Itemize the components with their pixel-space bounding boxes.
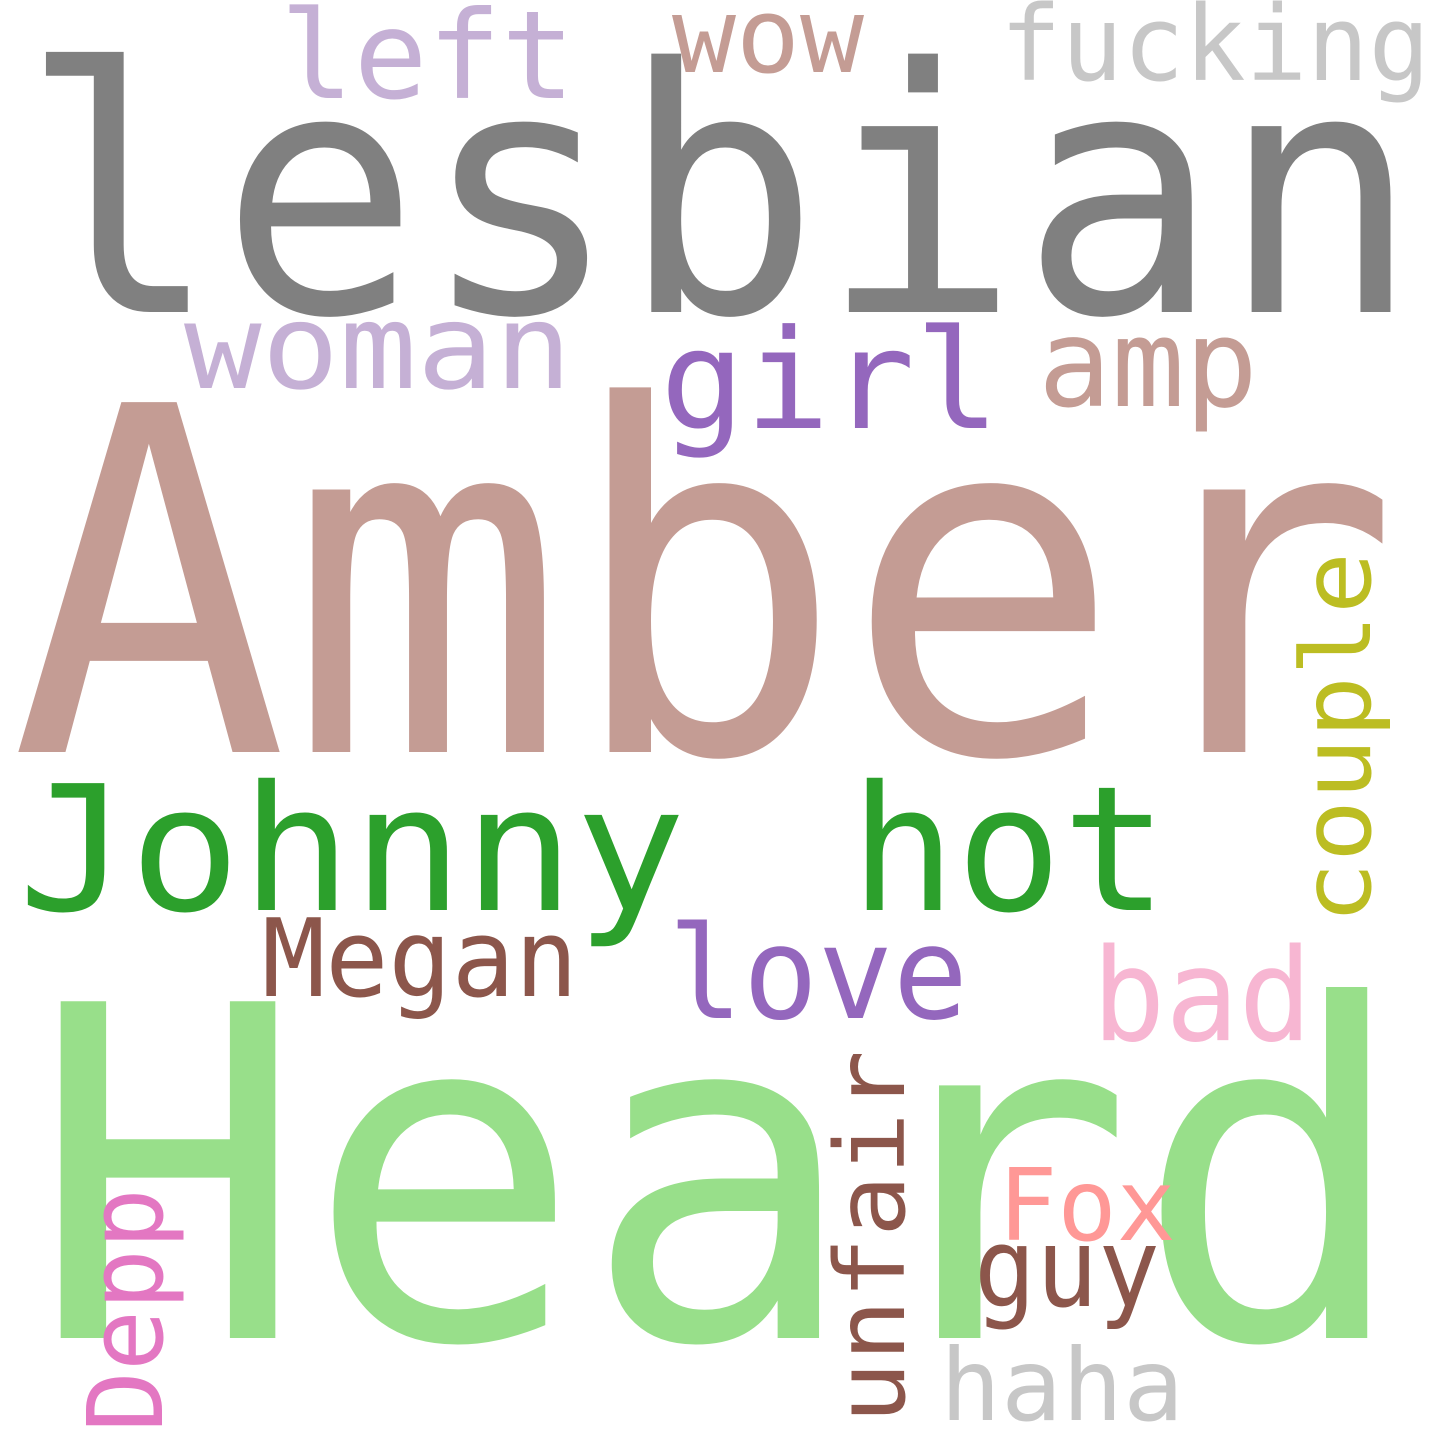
word-amp: amp [1038, 293, 1258, 435]
word-heard: Heard [30, 909, 1410, 1440]
word-fucking: fucking [1000, 0, 1430, 105]
word-left: left [280, 0, 575, 127]
word-woman: woman [184, 278, 572, 416]
word-couple: couple [1281, 552, 1393, 924]
word-love: love [668, 900, 968, 1049]
word-girl: girl [660, 300, 1000, 461]
word-fox: Fox [998, 1147, 1176, 1264]
word-haha: haha [940, 1327, 1184, 1440]
word-bad: bad [1092, 922, 1312, 1071]
word-hot: hot [850, 749, 1168, 952]
word-amber: Amber [10, 307, 1400, 866]
word-wow: wow [672, 0, 864, 97]
word-guy: guy [974, 1204, 1160, 1332]
word-unfair: unfair [815, 1050, 927, 1424]
word-johnny: Johnny [18, 749, 686, 952]
word-lesbian: lesbian [20, 0, 1420, 393]
word-megan: Megan [262, 897, 578, 1022]
word-depp: Depp [65, 1188, 187, 1432]
